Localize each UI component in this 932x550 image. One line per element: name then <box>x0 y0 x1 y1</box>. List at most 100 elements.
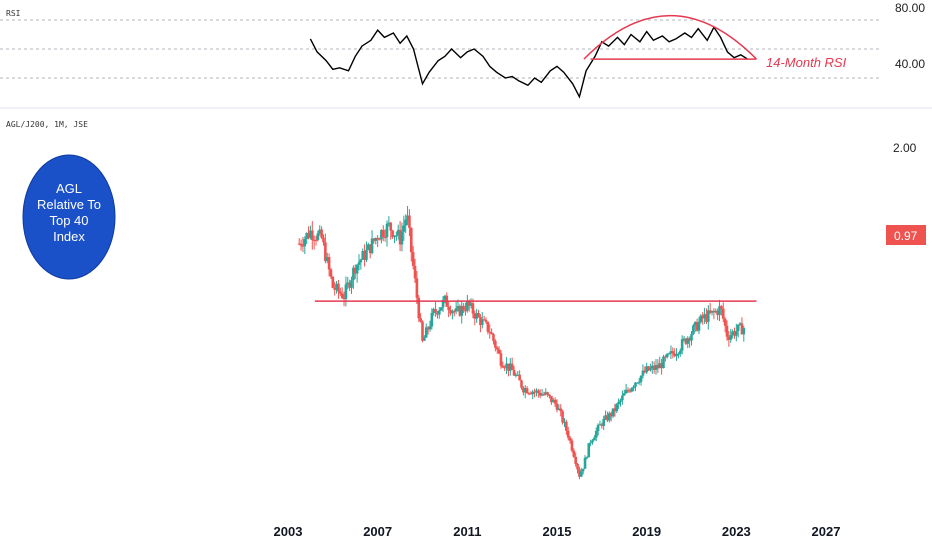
candle-body <box>406 215 409 220</box>
candle <box>537 388 540 398</box>
candle-body <box>645 366 648 373</box>
candle-body <box>348 282 351 288</box>
candle <box>342 291 346 307</box>
rsi-pane-label: RSI <box>6 9 21 18</box>
candle-body <box>617 401 620 405</box>
candle-body <box>320 229 323 238</box>
candle-body <box>684 338 688 344</box>
candle <box>305 232 308 244</box>
candle-body <box>714 310 718 313</box>
candle <box>409 227 413 262</box>
candle <box>649 363 652 372</box>
candle-body <box>353 267 357 274</box>
candle <box>660 358 663 375</box>
candle-body <box>688 338 691 341</box>
price-symbol-label: AGL/J200, 1M, JSE <box>6 120 88 129</box>
candle <box>329 268 333 279</box>
candle-body <box>669 351 673 354</box>
candle <box>415 270 419 305</box>
candle-body <box>409 227 413 253</box>
candle <box>585 456 589 460</box>
candle <box>647 365 650 372</box>
candle <box>624 383 628 394</box>
candle <box>503 365 506 372</box>
candle <box>708 302 712 315</box>
candle <box>516 370 520 377</box>
candle-body <box>426 327 430 330</box>
candle <box>368 244 372 259</box>
candle <box>510 357 514 371</box>
candle <box>529 391 533 395</box>
candle <box>656 359 660 374</box>
candle <box>480 312 484 329</box>
candle <box>488 324 492 339</box>
candle-body <box>480 319 484 325</box>
candle <box>367 242 370 251</box>
candle-body <box>495 347 499 350</box>
candle <box>486 321 490 335</box>
candle-body <box>395 235 398 237</box>
candle <box>531 389 535 400</box>
candle <box>408 209 411 237</box>
candle <box>346 276 350 290</box>
candle-body <box>716 310 719 316</box>
candle-body <box>361 251 365 260</box>
circle-text-line-4: Index <box>53 229 85 244</box>
candle <box>608 411 611 423</box>
candle-body <box>342 297 346 299</box>
candle-body <box>559 408 563 412</box>
candle-body <box>566 430 570 438</box>
candle-body <box>441 299 445 308</box>
candle-body <box>621 395 624 401</box>
candle <box>318 225 322 236</box>
candle-body <box>707 310 710 322</box>
candle-body <box>690 334 693 341</box>
candle-body <box>611 408 615 417</box>
price-y-tick-top: 2.00 <box>893 141 917 155</box>
candle-body <box>705 314 708 322</box>
candle <box>707 305 710 330</box>
candle <box>523 385 527 399</box>
candle <box>664 354 667 362</box>
candle-body <box>381 230 385 237</box>
candle <box>667 352 671 355</box>
candle-body <box>456 306 460 309</box>
candle <box>736 324 740 338</box>
candle <box>619 398 622 407</box>
candle-body <box>327 257 331 270</box>
candle-body <box>368 244 372 254</box>
candle <box>344 276 348 307</box>
candle-body <box>654 365 658 370</box>
candle-body <box>677 353 680 355</box>
candle-body <box>697 322 701 331</box>
candle <box>514 372 518 378</box>
candle-body <box>678 350 682 354</box>
candle <box>307 226 310 240</box>
candle <box>331 276 335 289</box>
candle <box>665 353 669 359</box>
candle-body <box>622 393 626 396</box>
candle <box>583 455 587 469</box>
candle-body <box>428 326 432 330</box>
candle-body <box>312 239 316 241</box>
candle-body <box>518 374 521 381</box>
candle-body <box>398 229 402 245</box>
candle <box>606 411 609 423</box>
candle-body <box>703 314 706 319</box>
candle <box>731 329 734 339</box>
candle <box>675 348 678 361</box>
candle <box>561 409 564 425</box>
candle-body <box>331 276 335 288</box>
x-tick-label: 2011 <box>453 524 481 539</box>
candle-body <box>576 463 579 470</box>
candle <box>699 314 703 324</box>
candle-body <box>484 320 488 322</box>
x-tick-label: 2003 <box>274 524 303 539</box>
candle-body <box>479 317 482 325</box>
candle-body <box>553 399 557 404</box>
candle-body <box>587 443 591 458</box>
candle <box>350 276 353 294</box>
candle <box>621 390 624 405</box>
candle-body <box>337 283 340 292</box>
candle <box>424 323 428 338</box>
